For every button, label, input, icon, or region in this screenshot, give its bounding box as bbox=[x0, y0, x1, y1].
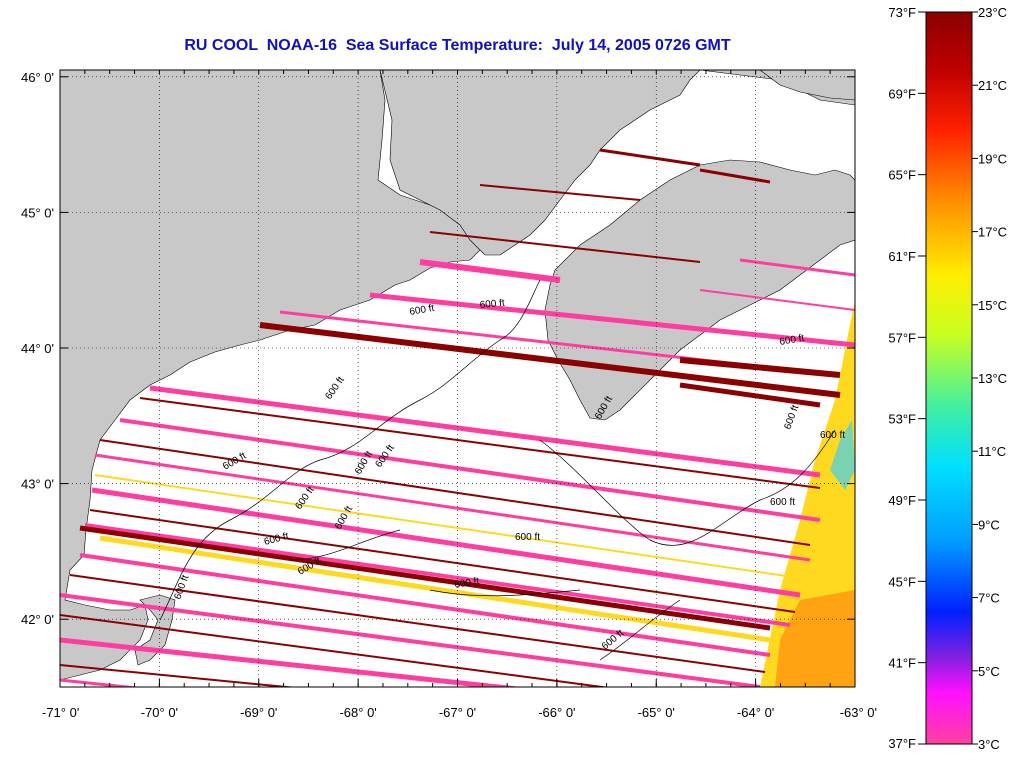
contour-depth-label: 600 ft bbox=[515, 532, 540, 543]
fahrenheit-label: 41°F bbox=[888, 656, 916, 671]
celsius-label: 13°C bbox=[978, 371, 1007, 386]
fahrenheit-label: 53°F bbox=[888, 412, 916, 427]
contour-depth-label: 600 ft bbox=[779, 333, 806, 348]
lat-label: 43° 0' bbox=[21, 477, 54, 492]
graticule bbox=[59, 70, 856, 687]
lon-label: -64° 0' bbox=[737, 705, 774, 720]
lat-label: 42° 0' bbox=[21, 612, 54, 627]
lat-label: 45° 0' bbox=[21, 205, 54, 220]
celsius-label: 9°C bbox=[978, 517, 1000, 532]
latitude-labels: 46° 0' 45° 0' 44° 0' 43° 0' 42° 0' bbox=[21, 70, 54, 627]
lat-label: 46° 0' bbox=[21, 70, 54, 85]
celsius-label: 23°C bbox=[978, 5, 1007, 20]
lon-label: -71° 0' bbox=[42, 705, 79, 720]
contour-depth-label: 600 ft bbox=[770, 497, 795, 508]
colorbar-celsius-labels: 23°C 21°C 19°C 17°C 15°C 13°C 11°C 9°C 7°C 5°C 3°C bbox=[978, 5, 1007, 752]
fahrenheit-label: 61°F bbox=[888, 249, 916, 264]
celsius-label: 11°C bbox=[978, 444, 1006, 459]
celsius-label: 5°C bbox=[978, 664, 1000, 679]
celsius-label: 17°C bbox=[978, 225, 1007, 240]
lat-label: 44° 0' bbox=[21, 341, 54, 356]
celsius-label: 21°C bbox=[978, 78, 1007, 93]
colorbar bbox=[925, 11, 973, 745]
celsius-label: 3°C bbox=[978, 737, 1000, 752]
lon-label: -67° 0' bbox=[439, 705, 476, 720]
fahrenheit-label: 69°F bbox=[888, 86, 916, 101]
contour-depth-label: 600 ft bbox=[454, 576, 481, 591]
fahrenheit-label: 57°F bbox=[888, 330, 916, 345]
land-northeast bbox=[759, 70, 855, 101]
longitude-labels: -71° 0' -70° 0' -69° 0' -68° 0' -67° 0' -66° … bbox=[42, 705, 877, 720]
fahrenheit-label: 49°F bbox=[888, 493, 916, 508]
lon-label: -66° 0' bbox=[538, 705, 575, 720]
lon-label: -70° 0' bbox=[141, 705, 178, 720]
fahrenheit-label: 37°F bbox=[888, 736, 916, 751]
depth-contour bbox=[159, 279, 836, 661]
fahrenheit-label: 45°F bbox=[888, 574, 916, 589]
celsius-label: 19°C bbox=[978, 151, 1007, 166]
swath-stripes bbox=[60, 148, 855, 687]
celsius-label: 7°C bbox=[978, 591, 1000, 606]
map-content bbox=[60, 70, 855, 687]
contour-depth-label: 600 ft bbox=[820, 430, 845, 441]
lon-label: -68° 0' bbox=[339, 705, 376, 720]
lon-label: -63° 0' bbox=[840, 705, 877, 720]
sst-orange-patch bbox=[775, 590, 855, 687]
fahrenheit-label: 73°F bbox=[888, 5, 916, 20]
fahrenheit-label: 65°F bbox=[888, 168, 916, 183]
colorbar-ticks bbox=[918, 11, 978, 745]
sst-cool-patch bbox=[830, 420, 855, 490]
contour-depth-label: 600 ft bbox=[409, 303, 436, 318]
celsius-label: 15°C bbox=[978, 298, 1007, 313]
lon-label: -65° 0' bbox=[638, 705, 675, 720]
land-new-brunswick bbox=[379, 70, 855, 256]
lon-label: -69° 0' bbox=[240, 705, 277, 720]
contour-depth-label: 600 ft bbox=[479, 298, 505, 311]
colorbar-fahrenheit-labels: 73°F 69°F 65°F 61°F 57°F 53°F 49°F 45°F 41°F 37°F bbox=[888, 5, 916, 751]
chart-title: RU COOL NOAA-16 Sea Surface Temperature:… bbox=[184, 37, 731, 54]
